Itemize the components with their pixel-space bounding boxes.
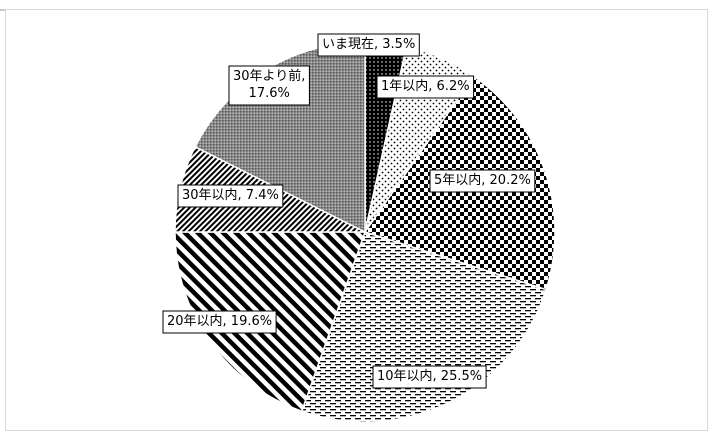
slice-label-text-5: 20年以内, 19.6% bbox=[167, 313, 272, 329]
slice-label-text-6: 30年以内, 7.4% bbox=[182, 187, 279, 203]
slice-label-box-3 bbox=[429, 169, 536, 193]
slice-label-box-7 bbox=[228, 65, 310, 106]
slice-label-box-5 bbox=[162, 310, 277, 334]
slice-label-3: 5年以内, 20.2% bbox=[429, 169, 536, 193]
slice-label-text-3: 5年以内, 20.2% bbox=[434, 172, 531, 188]
slice-label-2: 1年以内, 6.2% bbox=[376, 75, 475, 99]
slice-label-box-4 bbox=[372, 365, 487, 389]
slice-label-text-4: 10年以内, 25.5% bbox=[377, 368, 482, 384]
slice-label-text-1: いま現在, 3.5% bbox=[322, 37, 415, 52]
slice-label-6: 30年以内, 7.4% bbox=[177, 184, 284, 208]
slice-label-5: 20年以内, 19.6% bbox=[162, 310, 277, 334]
slice-labels: いま現在, 3.5% 1年以内, 6.2% 5年以内, 20.2% 10年以内, 25… bbox=[162, 33, 536, 389]
slice-label-box-1 bbox=[317, 33, 420, 57]
slice-label-box-6 bbox=[177, 184, 284, 208]
slice-label-1: いま現在, 3.5% bbox=[317, 33, 420, 57]
slice-label-4: 10年以内, 25.5% bbox=[372, 365, 487, 389]
slice-label-text-7: 30年より前, 17.6% bbox=[233, 68, 305, 101]
slice-label-text-2: 1年以内, 6.2% bbox=[381, 78, 470, 94]
slice-label-7: 30年より前, 17.6% bbox=[228, 65, 310, 106]
slice-label-box-2 bbox=[376, 75, 475, 99]
